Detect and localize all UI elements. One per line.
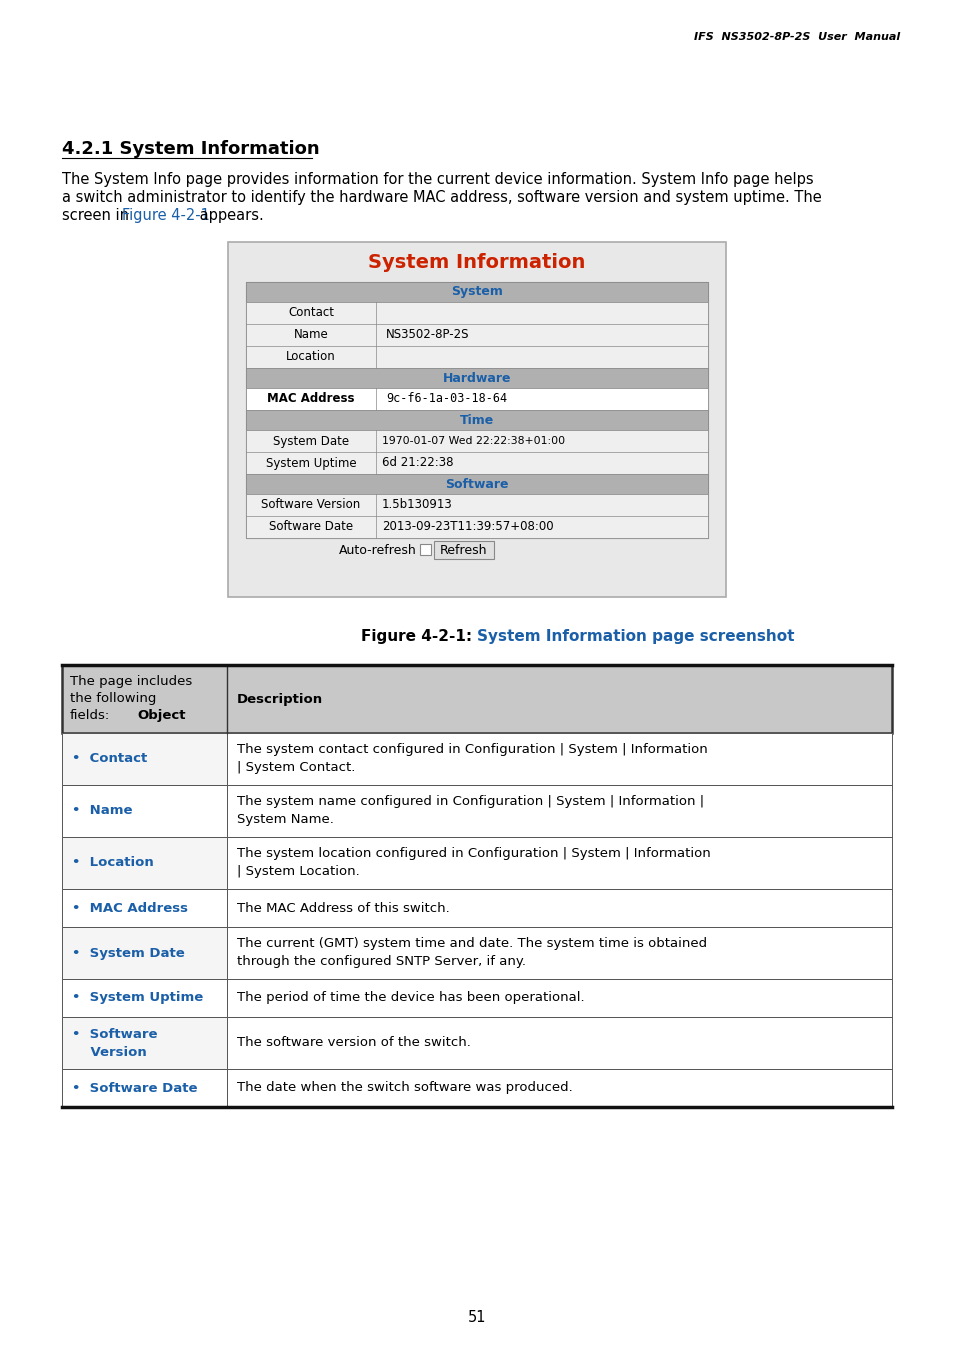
Bar <box>227 927 891 979</box>
Text: screen in: screen in <box>62 208 133 223</box>
Text: | System Location.: | System Location. <box>236 865 359 879</box>
Bar <box>227 1017 891 1069</box>
Text: Hardware: Hardware <box>442 371 511 385</box>
Text: 4.2.1 System Information: 4.2.1 System Information <box>62 140 319 158</box>
Text: 6d 21:22:38: 6d 21:22:38 <box>381 456 453 470</box>
Text: System Information page screenshot: System Information page screenshot <box>476 629 794 644</box>
Text: 9c-f6-1a-03-18-64: 9c-f6-1a-03-18-64 <box>386 393 507 405</box>
Bar <box>246 474 707 494</box>
Bar <box>62 979 227 1017</box>
Text: The system contact configured in Configuration | System | Information: The system contact configured in Configu… <box>236 744 707 756</box>
Bar <box>62 890 227 927</box>
Text: Figure 4-2-1:: Figure 4-2-1: <box>360 629 476 644</box>
Text: Location: Location <box>286 351 335 363</box>
Text: •  Software Date: • Software Date <box>71 1081 197 1095</box>
Bar <box>227 890 891 927</box>
Text: Software Date: Software Date <box>269 521 353 533</box>
Text: IFS  NS3502-8P-2S  User  Manual: IFS NS3502-8P-2S User Manual <box>693 32 899 42</box>
Bar <box>62 1069 227 1107</box>
Text: The system location configured in Configuration | System | Information: The system location configured in Config… <box>236 848 710 860</box>
Text: Refresh: Refresh <box>439 544 487 556</box>
Text: Contact: Contact <box>288 306 334 320</box>
Bar <box>246 369 707 387</box>
Bar <box>246 494 707 539</box>
Text: Time: Time <box>459 413 494 427</box>
Text: The page includes: The page includes <box>70 675 193 688</box>
Text: Version: Version <box>71 1045 147 1058</box>
Text: Object: Object <box>137 709 185 722</box>
Text: The current (GMT) system time and date. The system time is obtained: The current (GMT) system time and date. … <box>236 937 706 950</box>
Text: through the configured SNTP Server, if any.: through the configured SNTP Server, if a… <box>236 956 525 968</box>
Text: 1970-01-07 Wed 22:22:38+01:00: 1970-01-07 Wed 22:22:38+01:00 <box>381 436 564 446</box>
Text: Software Version: Software Version <box>261 498 360 512</box>
Text: appears.: appears. <box>195 208 264 223</box>
Text: 1.5b130913: 1.5b130913 <box>381 498 453 512</box>
Bar <box>62 666 891 733</box>
Text: Auto-refresh: Auto-refresh <box>339 544 416 556</box>
Bar <box>228 242 725 597</box>
Text: The software version of the switch.: The software version of the switch. <box>236 1037 471 1049</box>
Bar <box>246 431 707 474</box>
Text: •  System Date: • System Date <box>71 946 185 960</box>
Bar <box>227 837 891 890</box>
Text: •  MAC Address: • MAC Address <box>71 902 188 914</box>
Text: System Uptime: System Uptime <box>265 456 355 470</box>
Text: the following: the following <box>70 693 156 705</box>
Bar <box>246 387 707 410</box>
Bar <box>62 784 227 837</box>
Text: | System Contact.: | System Contact. <box>236 761 355 775</box>
Text: The MAC Address of this switch.: The MAC Address of this switch. <box>236 902 449 914</box>
Text: •  Software: • Software <box>71 1027 157 1041</box>
Text: •  Name: • Name <box>71 805 132 818</box>
Bar <box>62 837 227 890</box>
Text: Software: Software <box>445 478 508 490</box>
Text: •  Contact: • Contact <box>71 752 147 765</box>
Text: a switch administrator to identify the hardware MAC address, software version an: a switch administrator to identify the h… <box>62 190 821 205</box>
Text: Figure 4-2-1: Figure 4-2-1 <box>122 208 211 223</box>
Bar <box>62 927 227 979</box>
Bar <box>227 979 891 1017</box>
Text: MAC Address: MAC Address <box>267 393 355 405</box>
Bar <box>246 302 707 369</box>
Bar <box>246 282 707 539</box>
Text: Name: Name <box>294 328 328 342</box>
Bar <box>62 1017 227 1069</box>
Text: •  Location: • Location <box>71 856 153 869</box>
Text: 2013-09-23T11:39:57+08:00: 2013-09-23T11:39:57+08:00 <box>381 521 553 533</box>
Bar <box>227 733 891 784</box>
Text: Description: Description <box>236 693 323 706</box>
Text: System Information: System Information <box>368 252 585 271</box>
Text: The system name configured in Configuration | System | Information |: The system name configured in Configurat… <box>236 795 703 809</box>
Bar <box>227 784 891 837</box>
Text: fields:: fields: <box>70 709 111 722</box>
Text: System Date: System Date <box>273 435 349 447</box>
Bar <box>246 282 707 302</box>
Text: System Name.: System Name. <box>236 814 334 826</box>
Text: The period of time the device has been operational.: The period of time the device has been o… <box>236 991 584 1004</box>
Bar <box>246 410 707 431</box>
Bar <box>227 1069 891 1107</box>
Text: The date when the switch software was produced.: The date when the switch software was pr… <box>236 1081 572 1095</box>
Text: System: System <box>451 285 502 298</box>
Text: 51: 51 <box>467 1311 486 1326</box>
Text: NS3502-8P-2S: NS3502-8P-2S <box>386 328 469 342</box>
Bar <box>62 733 227 784</box>
Text: The System Info page provides information for the current device information. Sy: The System Info page provides informatio… <box>62 171 813 188</box>
Bar <box>419 544 431 555</box>
Text: •  System Uptime: • System Uptime <box>71 991 203 1004</box>
FancyBboxPatch shape <box>434 541 494 559</box>
